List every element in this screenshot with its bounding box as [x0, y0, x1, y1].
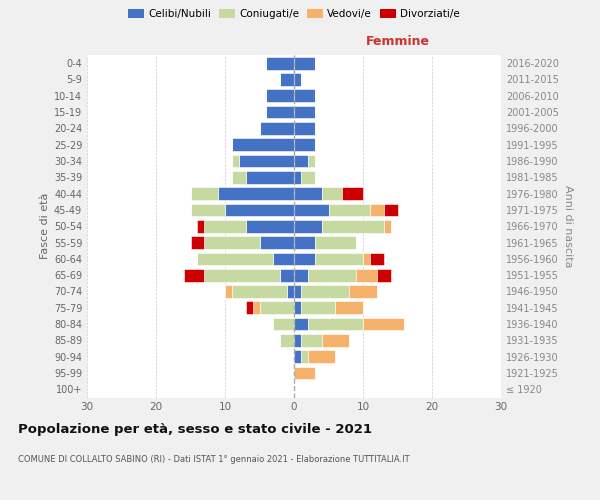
Bar [232, 285, 287, 298]
Bar [294, 318, 308, 330]
Bar [294, 171, 301, 183]
Bar [356, 269, 377, 281]
Bar [315, 236, 356, 249]
Bar [280, 334, 294, 347]
Bar [294, 334, 301, 347]
Bar [315, 252, 363, 265]
Bar [384, 204, 398, 216]
Bar [191, 188, 218, 200]
Bar [218, 188, 294, 200]
Bar [322, 188, 343, 200]
Bar [308, 154, 315, 168]
Bar [349, 285, 377, 298]
Bar [294, 57, 315, 70]
Text: Popolazione per età, sesso e stato civile - 2021: Popolazione per età, sesso e stato civil… [18, 422, 372, 436]
Bar [308, 350, 335, 363]
Bar [294, 252, 315, 265]
Bar [266, 90, 294, 102]
Bar [294, 204, 329, 216]
Bar [280, 73, 294, 86]
Bar [280, 269, 294, 281]
Bar [308, 318, 363, 330]
Bar [294, 90, 315, 102]
Bar [287, 285, 294, 298]
Bar [301, 302, 335, 314]
Bar [301, 285, 349, 298]
Bar [191, 236, 205, 249]
Text: Femmine: Femmine [365, 35, 430, 48]
Bar [225, 285, 232, 298]
Bar [343, 188, 363, 200]
Bar [363, 252, 370, 265]
Bar [294, 138, 315, 151]
Bar [274, 252, 294, 265]
Bar [239, 154, 294, 168]
Bar [266, 57, 294, 70]
Legend: Celibi/Nubili, Coniugati/e, Vedovi/e, Divorziati/e: Celibi/Nubili, Coniugati/e, Vedovi/e, Di… [124, 5, 464, 24]
Bar [260, 122, 294, 135]
Bar [246, 302, 253, 314]
Bar [322, 334, 349, 347]
Bar [308, 269, 356, 281]
Bar [301, 350, 308, 363]
Bar [294, 302, 301, 314]
Bar [294, 285, 301, 298]
Bar [294, 236, 315, 249]
Bar [294, 188, 322, 200]
Bar [294, 220, 322, 232]
Bar [294, 366, 315, 380]
Text: COMUNE DI COLLALTO SABINO (RI) - Dati ISTAT 1° gennaio 2021 - Elaborazione TUTTI: COMUNE DI COLLALTO SABINO (RI) - Dati IS… [18, 455, 410, 464]
Bar [205, 236, 260, 249]
Bar [232, 154, 239, 168]
Bar [370, 252, 384, 265]
Bar [384, 220, 391, 232]
Bar [232, 171, 246, 183]
Y-axis label: Fasce di età: Fasce di età [40, 193, 50, 260]
Bar [377, 269, 391, 281]
Bar [294, 106, 315, 118]
Bar [294, 154, 308, 168]
Bar [370, 204, 384, 216]
Bar [335, 302, 363, 314]
Bar [363, 318, 404, 330]
Bar [329, 204, 370, 216]
Bar [184, 269, 205, 281]
Bar [191, 204, 225, 216]
Bar [246, 171, 294, 183]
Bar [225, 204, 294, 216]
Bar [253, 302, 260, 314]
Bar [197, 220, 205, 232]
Bar [232, 138, 294, 151]
Bar [294, 269, 308, 281]
Bar [294, 73, 301, 86]
Bar [294, 122, 315, 135]
Bar [246, 220, 294, 232]
Bar [274, 318, 294, 330]
Bar [301, 171, 315, 183]
Bar [294, 350, 301, 363]
Bar [301, 334, 322, 347]
Bar [205, 220, 246, 232]
Bar [266, 106, 294, 118]
Bar [204, 269, 280, 281]
Bar [260, 236, 294, 249]
Bar [322, 220, 384, 232]
Y-axis label: Anni di nascita: Anni di nascita [563, 185, 572, 268]
Bar [197, 252, 274, 265]
Bar [260, 302, 294, 314]
